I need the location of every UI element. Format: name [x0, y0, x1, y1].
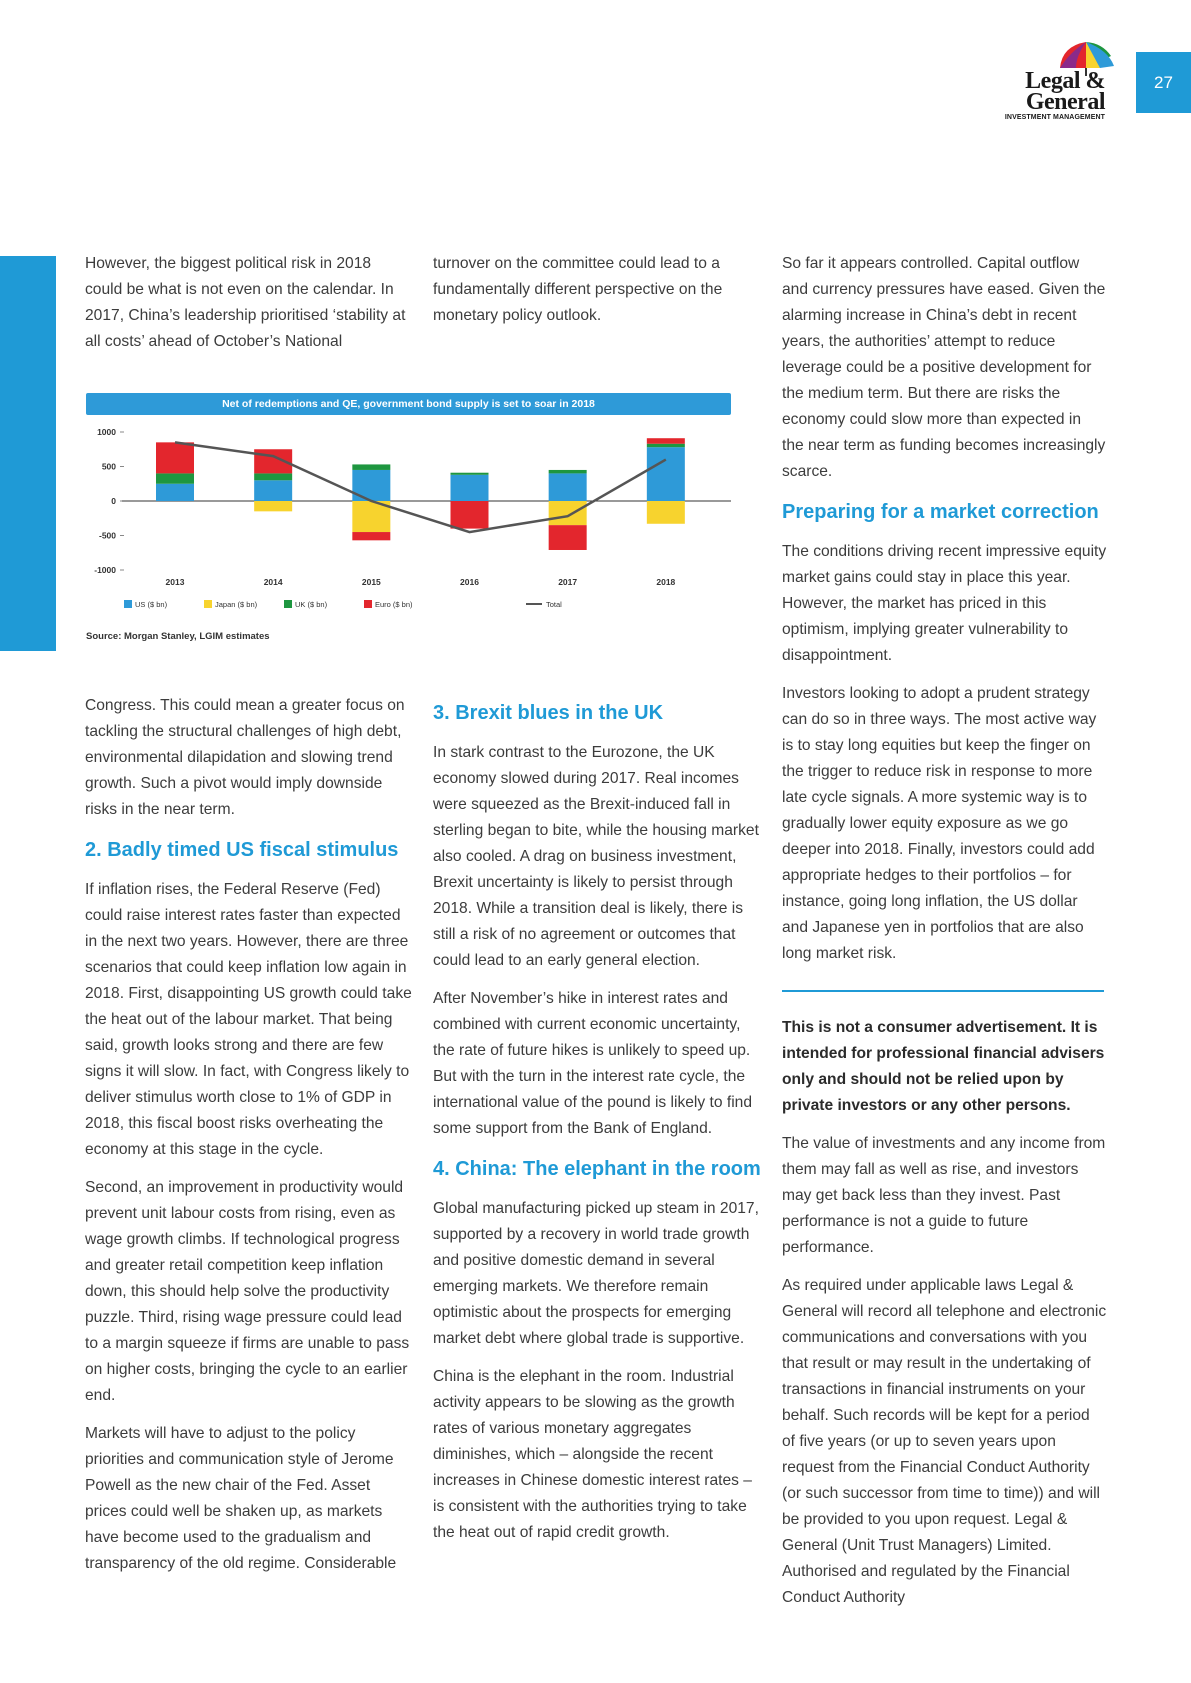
bar-us — [254, 480, 293, 501]
column-1-top: However, the biggest political risk in 2… — [85, 251, 410, 367]
x-tick-label: 2014 — [264, 577, 283, 587]
legend-swatch — [284, 600, 292, 608]
heading-china: 4. China: The elephant in the room — [433, 1158, 761, 1180]
paragraph: turnover on the committee could lead to … — [433, 255, 723, 324]
y-tick-label: 500 — [102, 462, 116, 472]
paragraph: So far it appears controlled. Capital ou… — [782, 255, 1106, 480]
column-2-bottom: 3. Brexit blues in the UK In stark contr… — [433, 687, 763, 1558]
bar-us — [450, 474, 489, 501]
bar-japan — [646, 501, 685, 524]
bar-us — [156, 483, 194, 501]
paragraph: Second, an improvement in productivity w… — [85, 1179, 410, 1404]
paragraph: As required under applicable laws Legal … — [782, 1277, 1107, 1606]
disclaimer: This is not a consumer advertisement. It… — [782, 1019, 1105, 1114]
paragraph: The conditions driving recent impressive… — [782, 543, 1107, 664]
legend-label: UK ($ bn) — [295, 600, 328, 609]
bar-uk — [450, 472, 489, 475]
column-2-top: turnover on the committee could lead to … — [433, 251, 758, 341]
sidebar-accent-bar — [0, 256, 56, 651]
x-tick-label: 2016 — [460, 577, 479, 587]
divider — [782, 990, 1104, 992]
paragraph: Investors looking to adopt a prudent str… — [782, 685, 1097, 962]
paragraph: China is the elephant in the room. Indus… — [433, 1368, 752, 1541]
x-tick-label: 2015 — [362, 577, 381, 587]
bar-euro — [450, 501, 489, 529]
column-1-bottom: Congress. This could mean a greater focu… — [85, 693, 415, 1589]
logo-line2: General — [1025, 89, 1106, 115]
bar-euro — [548, 525, 587, 550]
legend-label: Total — [546, 600, 562, 609]
umbrella-logo-icon — [1060, 42, 1114, 76]
paragraph: If inflation rises, the Federal Reserve … — [85, 881, 412, 1158]
paragraph: After November’s hike in interest rates … — [433, 990, 753, 1137]
bar-euro — [156, 442, 194, 474]
bar-us — [548, 473, 587, 501]
legend-label: US ($ bn) — [135, 600, 168, 609]
heading-us-fiscal: 2. Badly timed US fiscal stimulus — [85, 839, 399, 861]
bond-supply-chart: 1000 500 0 -500 -1000 2013 2014 2015 2016 2017 201… — [94, 427, 731, 609]
legend-swatch — [364, 600, 372, 608]
paragraph: Global manufacturing picked up steam in … — [433, 1200, 759, 1347]
heading-market-correction: Preparing for a market correction — [782, 501, 1099, 523]
chart-source: Source: Morgan Stanley, LGIM estimates — [86, 631, 270, 642]
paragraph: Markets will have to adjust to the polic… — [85, 1425, 397, 1572]
column-3-disclaimer: This is not a consumer advertisement. It… — [782, 1015, 1107, 1623]
legend-swatch — [204, 600, 212, 608]
bar-uk — [156, 473, 194, 484]
page-number: 27 — [1136, 52, 1191, 113]
bar-japan — [548, 501, 587, 526]
legend-swatch — [124, 600, 132, 608]
bar-euro — [352, 532, 391, 541]
heading-brexit: 3. Brexit blues in the UK — [433, 702, 664, 724]
y-tick-label: 1000 — [97, 427, 116, 437]
x-tick-label: 2017 — [558, 577, 577, 587]
chart-title: Net of redemptions and QE, government bo… — [86, 393, 731, 415]
paragraph: In stark contrast to the Eurozone, the U… — [433, 744, 759, 969]
bar-us — [352, 469, 391, 501]
y-tick-label: -1000 — [94, 565, 116, 575]
bar-uk — [646, 443, 685, 448]
legend-label: Japan ($ bn) — [215, 600, 258, 609]
legend-label: Euro ($ bn) — [375, 600, 413, 609]
y-tick-label: 0 — [111, 496, 116, 506]
paragraph: The value of investments and any income … — [782, 1135, 1106, 1256]
total-line — [174, 441, 667, 534]
logo-line1: Legal & — [1025, 68, 1105, 94]
x-tick-label: 2013 — [166, 577, 185, 587]
logo: Legal & General INVESTMENT MANAGEMENT — [970, 68, 1106, 121]
x-tick-label: 2018 — [656, 577, 675, 587]
bar-japan — [254, 501, 293, 512]
bar-euro — [646, 438, 685, 444]
column-3: So far it appears controlled. Capital ou… — [782, 251, 1107, 979]
paragraph: Congress. This could mean a greater focu… — [85, 697, 405, 818]
paragraph: However, the biggest political risk in 2… — [85, 255, 406, 350]
y-tick-label: -500 — [99, 531, 116, 541]
logo-line3: INVESTMENT MANAGEMENT — [1004, 114, 1105, 121]
bar-uk — [254, 473, 293, 481]
bar-uk — [352, 464, 391, 470]
bar-uk — [548, 469, 587, 474]
bar-us — [646, 447, 685, 501]
